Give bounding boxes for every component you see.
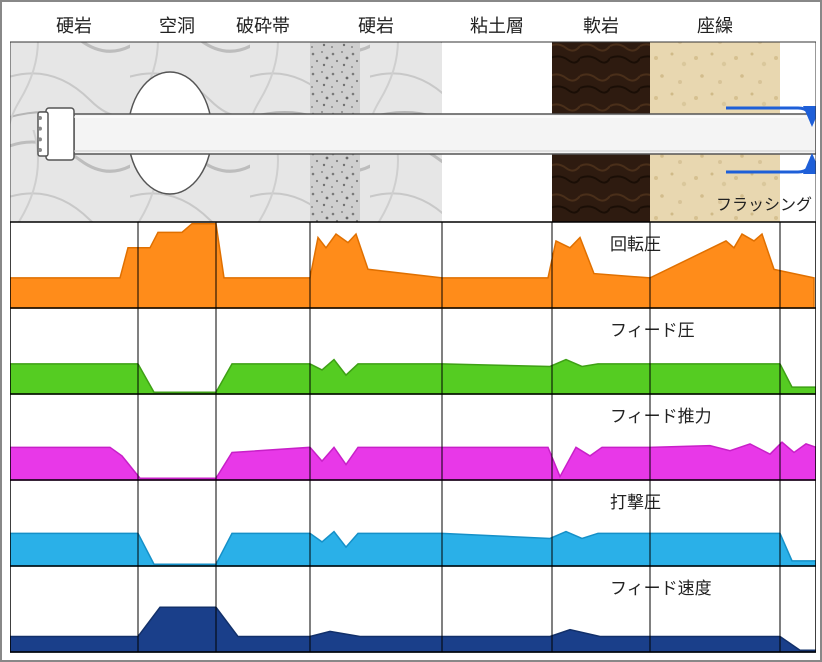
chart-label: 回転圧 <box>610 235 661 254</box>
bit-dot <box>38 137 42 141</box>
flushing-label: フラッシング <box>716 196 812 214</box>
column-header: 硬岩 <box>56 16 92 36</box>
chart-label: フィード圧 <box>610 321 695 340</box>
chart-label: フィード推力 <box>610 407 712 426</box>
bit-dot <box>38 116 42 120</box>
bit-dot <box>38 148 42 152</box>
chart-label: 打撃圧 <box>610 493 661 512</box>
drill-rod <box>74 114 816 154</box>
chart-area <box>10 224 814 308</box>
column-header: 空洞 <box>159 16 195 36</box>
chart-area <box>10 360 816 394</box>
drill-bit <box>46 108 74 160</box>
column-header: 粘土層 <box>470 16 524 36</box>
chart-area <box>10 532 816 566</box>
column-header: 座繰 <box>697 16 733 36</box>
bit-dot <box>38 127 42 131</box>
column-header: 硬岩 <box>358 16 394 36</box>
chart-area <box>10 442 816 480</box>
diagram-frame: 硬岩 空洞 破砕帯 硬岩 粘土層 軟岩 座繰フラッシング回転圧フィード圧フィード推力打撃圧フ… <box>0 0 822 662</box>
chart-area <box>10 607 816 652</box>
column-header: 破砕帯 <box>236 16 290 36</box>
column-header: 軟岩 <box>583 16 619 36</box>
diagram-svg: 硬岩 空洞 破砕帯 硬岩 粘土層 軟岩 座繰フラッシング回転圧フィード圧フィード推力打撃圧フ… <box>10 10 816 656</box>
chart-label: フィード速度 <box>610 579 712 598</box>
